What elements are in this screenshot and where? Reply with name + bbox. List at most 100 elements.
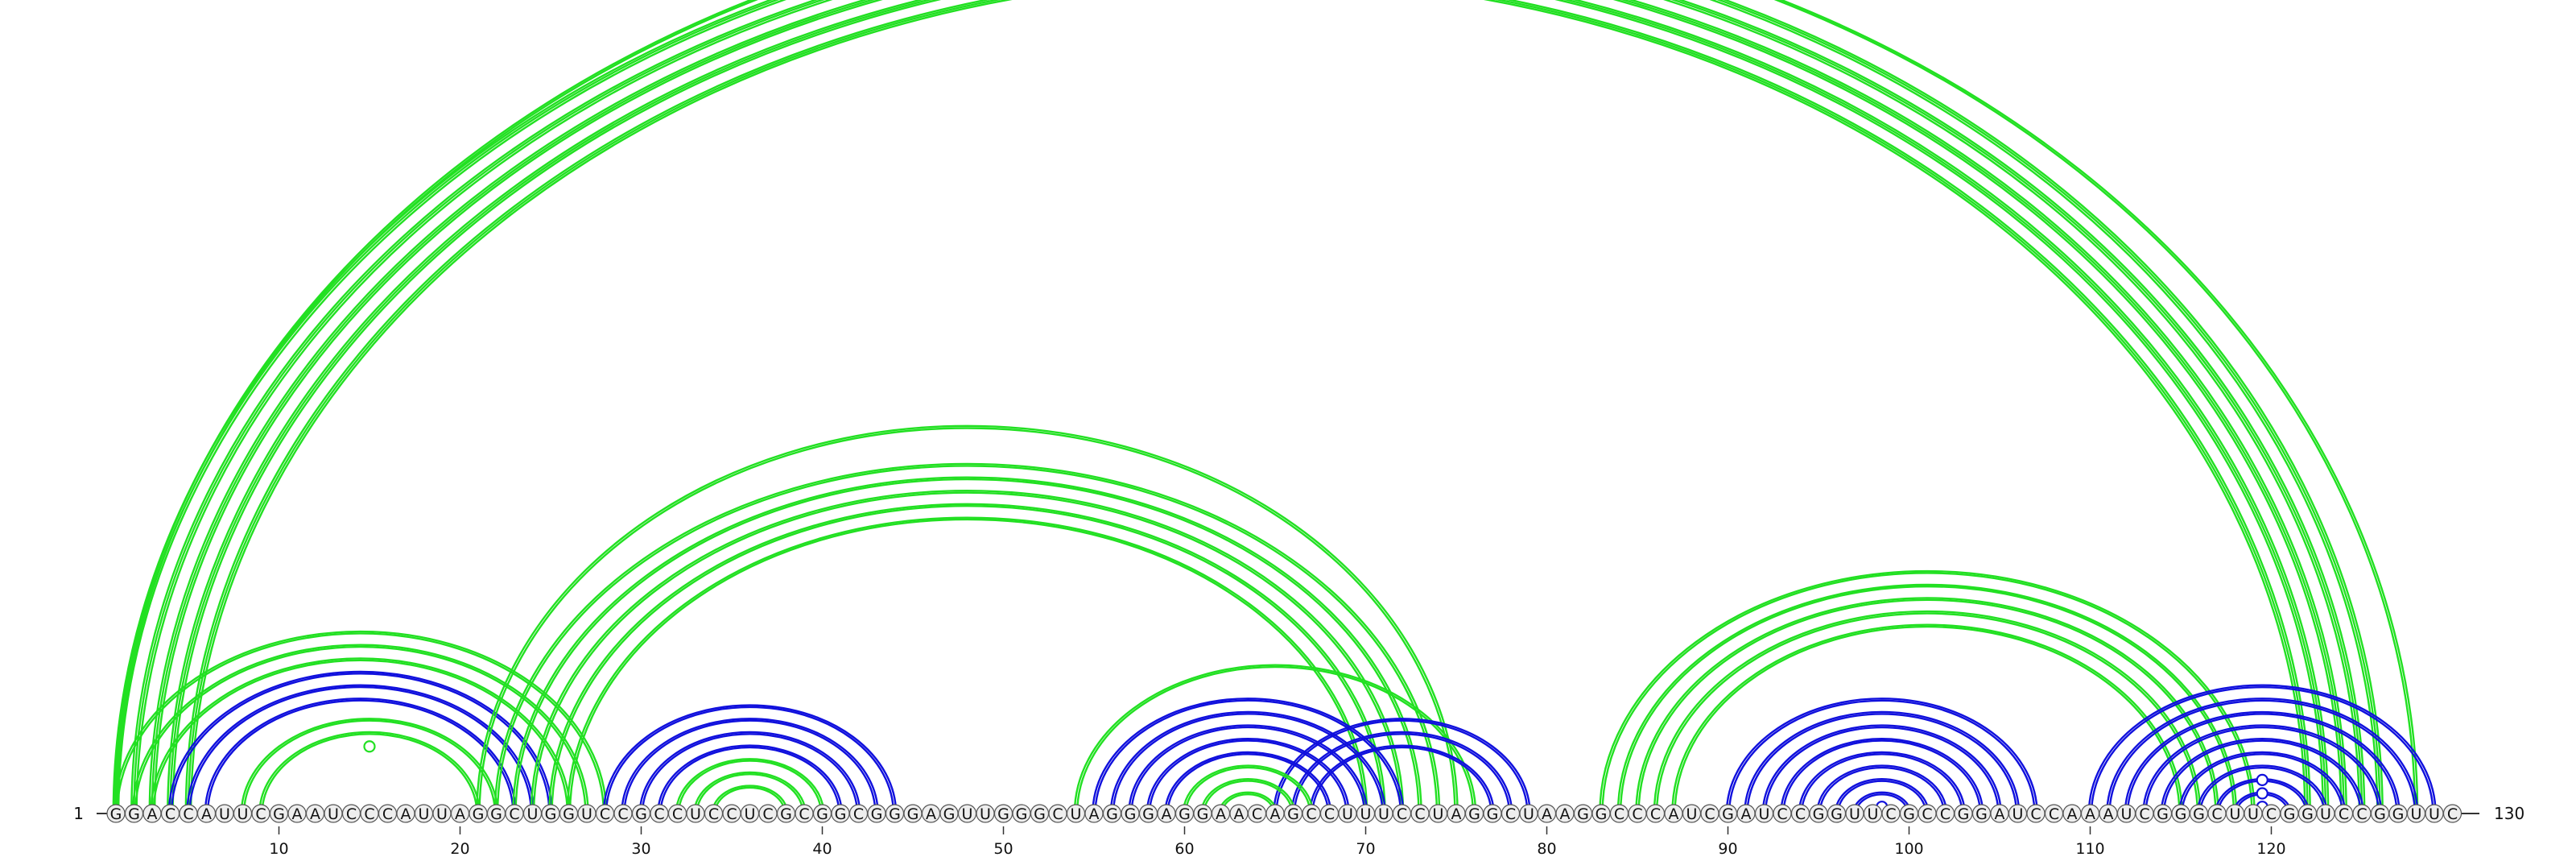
base-pair-arc-56-71 xyxy=(1109,710,1386,814)
nucleotide-letter: G xyxy=(2392,805,2405,823)
base-pair-arc-1-28 xyxy=(114,630,608,814)
nucleotide-letter: C xyxy=(2049,805,2059,823)
nucleotide-96: G xyxy=(1827,804,1847,823)
arc-line xyxy=(1816,764,1948,814)
nucleotide-letter: G xyxy=(871,805,883,823)
nucleotide-letter: G xyxy=(545,805,557,823)
arc-line xyxy=(659,746,840,814)
nucleotide-letter: C xyxy=(672,805,683,823)
nucleotide-64: C xyxy=(1247,804,1267,823)
arc-line xyxy=(568,518,1366,814)
arc-line xyxy=(532,491,1402,814)
nucleotide-117: C xyxy=(2207,804,2227,823)
arc-line xyxy=(1800,753,1963,814)
base-pair-arc-110-129 xyxy=(2087,684,2437,814)
arc-line xyxy=(1601,572,2253,814)
base-pair-arc-3-124 xyxy=(148,0,2347,814)
nucleotide-letter: C xyxy=(1632,805,1642,823)
tick-label-30: 30 xyxy=(631,840,650,857)
tick-label-20: 20 xyxy=(450,840,469,857)
tick-label-40: 40 xyxy=(812,840,832,857)
arc-line xyxy=(2198,766,2326,814)
nucleotide-letter: G xyxy=(2374,805,2386,823)
nucleotide-3: A xyxy=(142,804,162,823)
nucleotide-13: U xyxy=(324,804,343,823)
nucleotide-5: C xyxy=(179,804,198,823)
base-pair-arc-96-101 xyxy=(1834,778,1930,814)
nucleotide-letter: C xyxy=(2356,805,2367,823)
nucleotide-letter: G xyxy=(1287,805,1299,823)
nucleotide-letter: C xyxy=(1777,805,1787,823)
tick-label-100: 100 xyxy=(1894,840,1923,857)
nucleotide-letter: G xyxy=(1179,805,1191,823)
nucleotide-114: G xyxy=(2153,804,2173,823)
arc-line xyxy=(621,718,879,814)
nucleotide-letter: C xyxy=(509,805,519,823)
nucleotide-letter: U xyxy=(745,805,756,823)
nucleotide-125: C xyxy=(2352,804,2372,823)
nucleotide-letter: U xyxy=(2248,805,2259,823)
base-pair-arc-25-71 xyxy=(548,503,1386,814)
base-pair-arc-86-116 xyxy=(1653,610,2202,814)
nucleotide-letter: U xyxy=(1378,805,1389,823)
nucleotide-29: C xyxy=(613,804,633,823)
base-pair-arc-57-70 xyxy=(1128,724,1368,814)
nucleotide-102: C xyxy=(1935,804,1955,823)
base-pair-arc-28-44 xyxy=(602,704,898,814)
nucleotide-letter: A xyxy=(1216,805,1226,823)
nucleotide-85: C xyxy=(1628,804,1647,823)
base-pair-arc-114-125 xyxy=(2160,738,2364,814)
nucleotide-72: C xyxy=(1392,804,1412,823)
arc-line xyxy=(114,630,608,814)
nucleotide-36: U xyxy=(740,804,760,823)
arc-line xyxy=(1075,665,1475,814)
arc-line xyxy=(2087,684,2437,814)
base-pair-arc-58-69 xyxy=(1146,738,1350,814)
nucleotide-letter: A xyxy=(310,805,320,823)
nucleotide-letter: C xyxy=(1306,805,1316,823)
nucleotide-letter: U xyxy=(419,805,430,823)
nucleotide-109: A xyxy=(2062,804,2082,823)
nucleotide-letter: G xyxy=(563,805,575,823)
nucleotide-letter: A xyxy=(201,805,212,823)
nucleotide-letter: A xyxy=(2067,805,2078,823)
base-pair-arc-26-70 xyxy=(566,516,1368,814)
nucleotide-62: A xyxy=(1211,804,1231,823)
nucleotide-circle xyxy=(2442,804,2462,823)
nucleotide-letter: C xyxy=(1324,805,1335,823)
arc-line xyxy=(148,0,2347,814)
nucleotide-letter: C xyxy=(382,805,393,823)
arc-line xyxy=(1655,612,2199,814)
base-pair-arc-84-118 xyxy=(1616,583,2238,814)
nucleotide-letter: A xyxy=(2085,805,2095,823)
arc-line xyxy=(135,0,2360,814)
nucleotide-37: C xyxy=(758,804,778,823)
base-pair-arc-60-67 xyxy=(1182,764,1314,814)
arc-line xyxy=(2160,738,2364,814)
nucleotide-65: A xyxy=(1265,804,1285,823)
arc-line xyxy=(130,0,2366,814)
nucleotide-letter: U xyxy=(436,805,448,823)
nucleotide-39: C xyxy=(795,804,814,823)
base-pair-arc-4-123 xyxy=(167,0,2330,814)
nucleotide-letter: G xyxy=(1596,805,1608,823)
nucleotide-letter: C xyxy=(853,805,864,823)
arc-line xyxy=(1619,585,2235,814)
tick-label-120: 120 xyxy=(2256,840,2285,857)
nucleotide-letter: G xyxy=(1831,805,1843,823)
arc-line xyxy=(1637,598,2217,814)
nucleotide-52: G xyxy=(1030,804,1050,823)
arc-line xyxy=(2126,713,2398,814)
nucleotide-86: C xyxy=(1645,804,1666,823)
nucleotide-letter: G xyxy=(997,805,1009,823)
arc-line xyxy=(1203,780,1294,814)
nucleotide-letter: U xyxy=(1849,805,1860,823)
nucleotide-letter: U xyxy=(2013,805,2024,823)
arc-line xyxy=(1311,746,1492,814)
nucleotide-letter: G xyxy=(816,805,828,823)
nucleotide-letter: U xyxy=(2320,805,2331,823)
base-pair-arc-33-39 xyxy=(693,771,807,814)
nucleotide-letter: U xyxy=(237,805,249,823)
nucleotide-letter: G xyxy=(1975,805,1988,823)
